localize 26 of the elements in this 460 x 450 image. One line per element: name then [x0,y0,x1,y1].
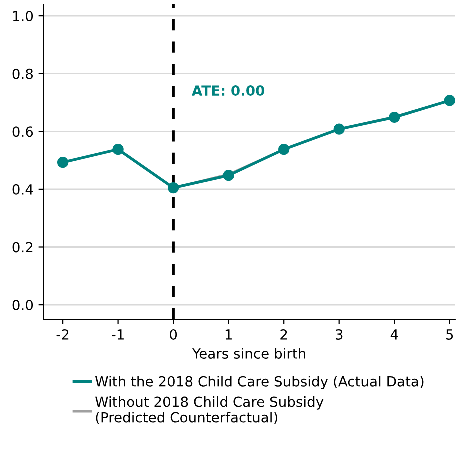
point [168,182,180,194]
point [223,170,234,182]
y-tick-label: 1.0 [13,11,34,22]
y-tick-label: 0.8 [12,68,34,80]
x-tick-label: -2 [56,329,69,340]
x-tick-label: 4 [390,330,398,340]
legend-label: With the 2018 Child Care Subsidy (Actual Data) [96,376,424,390]
point [112,144,124,156]
point [57,157,69,168]
y-tick-label: 0.2 [12,242,33,253]
y-tick-label: 0.4 [12,184,34,195]
point [444,95,456,106]
y-tick-label: 0.0 [12,300,34,311]
x-tick-label: -1 [112,330,124,340]
legend-label: Without 2018 Child Care Subsidy (Predicted Counterfactual) [96,396,324,424]
point [389,112,400,124]
x-axis-title: Years since birth [192,348,306,359]
x-tick-label: 1 [226,330,232,340]
y-tick-label: 0.6 [12,126,34,138]
x-tick-label: 5 [446,330,454,340]
x-tick-label: 3 [336,329,343,340]
x-tick-label: 2 [280,329,288,340]
x-tick-label: 0 [170,329,178,340]
point [278,144,290,156]
point [334,124,345,135]
annotation: ATE: 0.00 [192,86,265,96]
